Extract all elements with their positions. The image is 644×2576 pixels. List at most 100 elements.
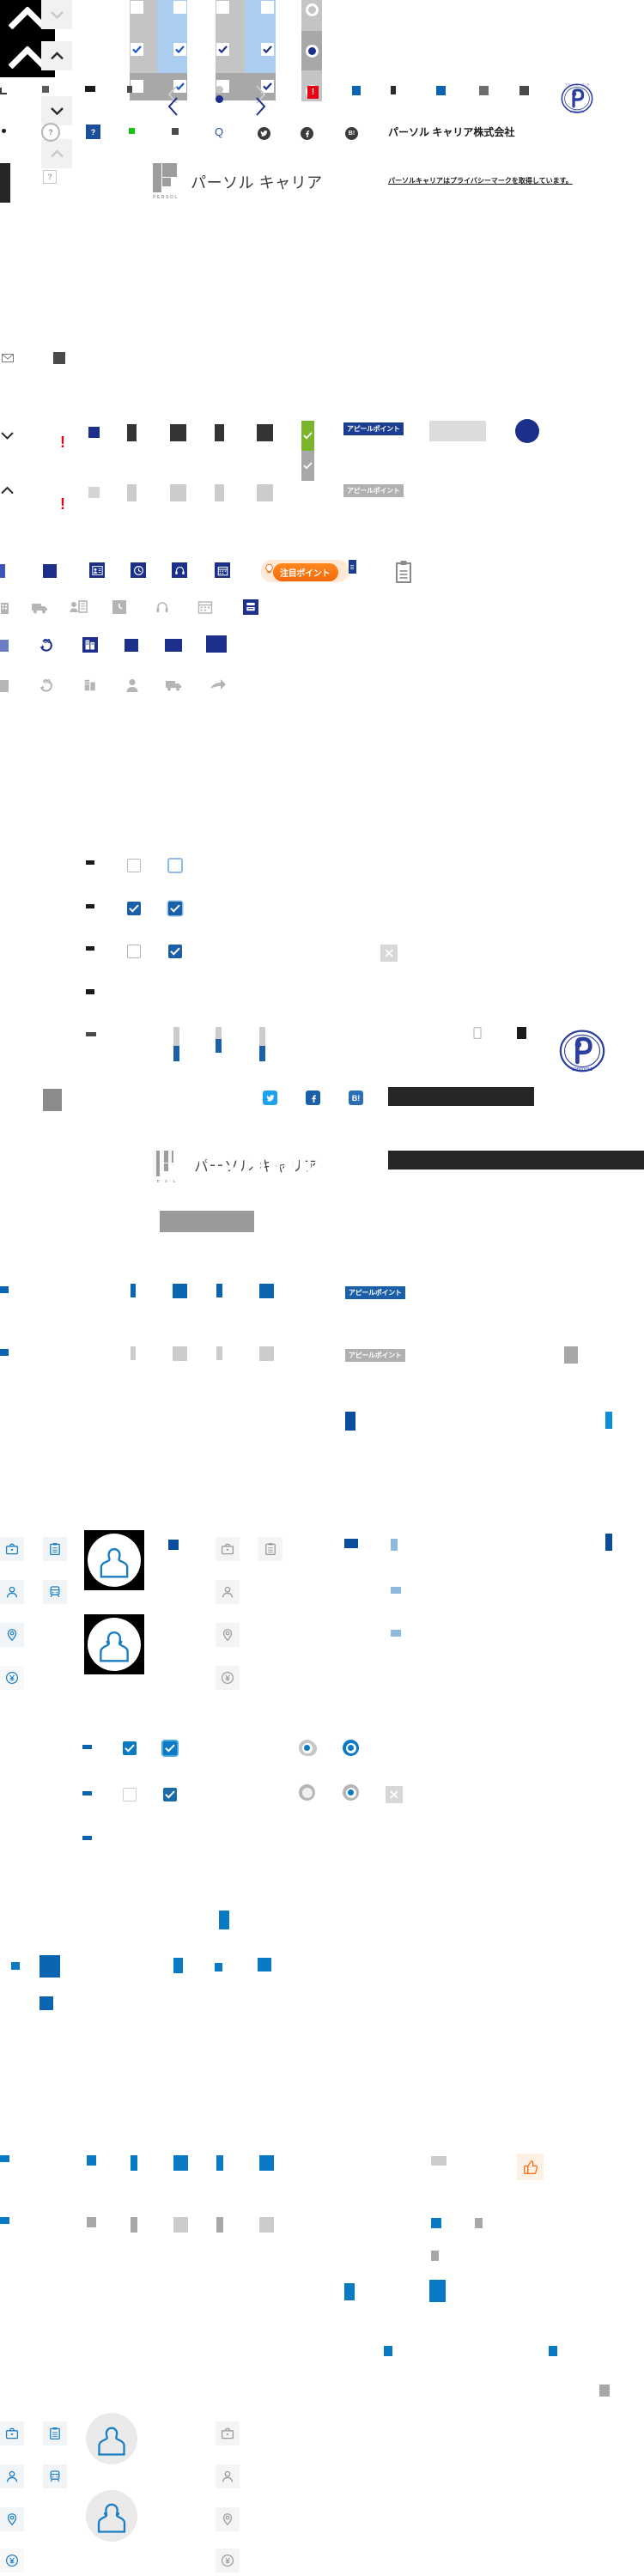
avatar-male <box>84 1530 144 1590</box>
clipboard-icon[interactable] <box>43 1537 67 1561</box>
checkbox-checked[interactable] <box>127 902 141 915</box>
check-icon <box>125 1744 135 1753</box>
radio-unselected-disabled <box>299 1784 315 1801</box>
swatch-gray <box>88 487 100 498</box>
facebook-share-button[interactable] <box>306 1091 320 1105</box>
carousel-dot-inactive[interactable] <box>216 86 223 94</box>
persol-career-logo[interactable]: PERSOL パーソル キャリア <box>153 163 323 200</box>
twitter-share-button[interactable] <box>263 1091 277 1105</box>
thumbs-up-icon[interactable] <box>517 2154 544 2180</box>
carousel-dot-active[interactable] <box>216 95 223 103</box>
briefcase-icon[interactable] <box>0 2421 24 2445</box>
checkbox-checked-alt[interactable] <box>163 1788 177 1801</box>
checkbox-checked-disabled <box>261 80 274 93</box>
train-icon[interactable] <box>43 1580 67 1604</box>
progress-fill <box>173 1046 179 1061</box>
help-icon[interactable]: ? <box>41 123 60 142</box>
checkbox-checked-focus[interactable] <box>163 1741 177 1755</box>
close-button-disabled[interactable] <box>386 1786 403 1803</box>
placeholder-block <box>429 421 486 441</box>
radio-selected[interactable] <box>343 1740 359 1756</box>
hatena-share-button[interactable]: B! <box>349 1091 363 1105</box>
clipboard-icon[interactable] <box>43 2421 67 2445</box>
calendar-icon <box>215 562 230 578</box>
status-dot-online <box>129 128 135 134</box>
swatch-dark <box>257 424 273 441</box>
checkbox-unchecked[interactable] <box>131 1 143 14</box>
avatar-placeholder-navy <box>515 419 539 443</box>
progress-track <box>216 1027 222 1039</box>
checkbox-checked-focus[interactable] <box>168 902 182 915</box>
persol-wordmark: PERSOL <box>153 195 179 200</box>
hatena-icon[interactable]: B! <box>345 127 358 140</box>
checkbox-checked-focus[interactable] <box>173 43 186 56</box>
search-icon[interactable]: Q <box>215 125 224 138</box>
swatch-cyan-small <box>11 1962 20 1970</box>
label-mark <box>86 946 94 951</box>
radio-unselected[interactable] <box>305 3 319 16</box>
help-icon-filled[interactable]: ? <box>86 125 100 139</box>
checkbox-checked[interactable] <box>131 43 143 56</box>
checkbox-checked-alt[interactable] <box>168 945 182 958</box>
swatch-gray <box>257 484 273 501</box>
train-icon[interactable] <box>43 2464 67 2488</box>
swatch-gray <box>259 2217 274 2233</box>
help-icon-small[interactable]: ? <box>43 170 57 184</box>
success-check-block-disabled <box>301 451 314 481</box>
swatch-dark <box>170 424 186 441</box>
radio-selected[interactable] <box>305 45 319 58</box>
checkbox-unchecked-focus[interactable] <box>168 859 182 872</box>
check-icon <box>165 1744 175 1753</box>
checkbox-checked[interactable] <box>216 43 229 56</box>
checkbox-checked-focus[interactable] <box>261 43 274 56</box>
carousel-next[interactable] <box>253 96 267 117</box>
swatch-blue-dark <box>345 1412 355 1431</box>
checkbox-unchecked[interactable] <box>127 859 141 872</box>
briefcase-icon[interactable] <box>0 1537 24 1561</box>
reload-count: 50 <box>44 639 51 645</box>
chevron-up-icon <box>50 149 64 158</box>
swatch-cyan <box>344 2283 355 2300</box>
privacy-mark-note[interactable]: パーソルキャリアはプライバシーマークを取得しています。 <box>388 177 573 185</box>
accordion-toggle-up-disabled[interactable] <box>41 139 72 168</box>
privacy-mark-logo: 10860051 プライバシーマーク <box>560 82 594 114</box>
close-icon <box>390 1790 398 1799</box>
chevron-down-small[interactable] <box>0 428 15 443</box>
accordion-toggle-down[interactable] <box>41 96 72 125</box>
mobile-icon <box>473 1027 482 1039</box>
checkbox-unchecked[interactable] <box>216 1 229 14</box>
checkbox-checked[interactable] <box>123 1741 137 1755</box>
person-icon[interactable] <box>0 2464 24 2488</box>
svg-text:50: 50 <box>44 679 51 685</box>
checkbox-unchecked[interactable] <box>123 1788 137 1801</box>
checkbox-unchecked-focus[interactable] <box>261 1 274 14</box>
yen-circle-icon[interactable] <box>0 2549 24 2573</box>
radio-unselected-outer[interactable] <box>299 1740 315 1756</box>
swatch-cyan <box>216 2155 223 2171</box>
map-pin-icon-gray <box>216 2507 240 2531</box>
mail-icon[interactable] <box>2 354 14 362</box>
checkbox-unchecked-alt[interactable] <box>127 945 141 958</box>
swatch-cyan <box>131 2155 137 2171</box>
dark-label-bar-wide <box>388 1151 644 1170</box>
swatch-dark <box>517 1027 526 1039</box>
twitter-icon[interactable] <box>258 127 270 140</box>
swatch-blue-light <box>391 1539 398 1551</box>
map-pin-icon[interactable] <box>0 1623 24 1647</box>
chevron-up-small[interactable] <box>0 483 15 498</box>
carousel-prev[interactable] <box>167 96 180 117</box>
swatch-gray <box>170 484 186 501</box>
swatch-gray <box>259 1346 274 1361</box>
close-button[interactable] <box>380 945 398 962</box>
accordion-toggle-down-disabled[interactable] <box>41 0 72 29</box>
privacy-mark-logo: 10860051 <box>558 1027 606 1073</box>
map-pin-icon[interactable] <box>0 2507 24 2531</box>
checkbox-unchecked-focus[interactable] <box>173 1 186 14</box>
company-name: パーソル キャリア株式会社 <box>388 126 515 138</box>
facebook-icon[interactable] <box>301 127 313 140</box>
accordion-toggle-up[interactable] <box>41 41 72 70</box>
person-icon[interactable] <box>0 1580 24 1604</box>
swatch-blue <box>216 1284 222 1297</box>
yen-circle-icon[interactable] <box>0 1666 24 1690</box>
swatch-blue <box>173 1284 187 1298</box>
